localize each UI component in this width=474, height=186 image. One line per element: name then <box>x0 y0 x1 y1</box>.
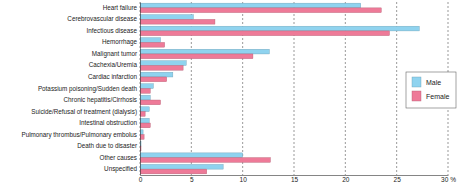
y-tick: Death due to disaster <box>77 142 140 149</box>
series-bars <box>140 8 389 174</box>
y-tick-label: Cachexia/Uremia <box>89 61 138 68</box>
x-tick: 0 <box>139 175 143 183</box>
y-tick: Unspecified <box>104 165 140 173</box>
bar <box>140 89 150 94</box>
x-tick: 15 <box>291 175 299 183</box>
grid <box>140 2 448 175</box>
y-tick: Cardiac infarction <box>88 73 140 80</box>
x-tick-label: 10 <box>240 176 248 183</box>
x-tick: 25 <box>394 175 402 183</box>
y-tick-label: Other causes <box>100 154 137 161</box>
bar <box>140 31 389 36</box>
plot: 0 5 10 15 20 25 30 % Heart failure Cerebrovascul… <box>22 2 457 183</box>
bar <box>140 72 173 77</box>
bar <box>140 8 381 13</box>
x-tick: 30 % <box>441 175 456 183</box>
bars <box>140 3 419 174</box>
legend-swatch <box>412 77 421 87</box>
legend-label: Male <box>426 79 441 86</box>
series-bars <box>140 3 419 169</box>
legend-swatch <box>412 91 421 101</box>
legend-label: Female <box>426 93 449 100</box>
bar <box>140 3 361 8</box>
y-tick: Pulmonary thrombus/Pulmonary embolus <box>22 131 141 139</box>
y-tick-label: Intestinal obstruction <box>79 119 137 126</box>
bar <box>140 19 215 24</box>
y-tick-label: Cerebrovascular disease <box>67 15 137 22</box>
y-tick-label: Chronic hepatitis/Cirrhosis <box>64 96 138 104</box>
bar <box>140 100 161 105</box>
y-tick: Hemorrhage <box>102 38 140 46</box>
y-tick: Heart failure <box>103 4 140 11</box>
legend-frame <box>406 72 456 108</box>
x-tick-label: 15 <box>291 176 299 183</box>
y-tick: Intestinal obstruction <box>79 119 140 126</box>
x-tick-label: 25 <box>394 176 402 183</box>
bar <box>140 118 149 123</box>
y-tick: Cachexia/Uremia <box>89 61 140 68</box>
bar <box>140 49 269 54</box>
x-tick-label: 0 <box>139 176 143 183</box>
y-tick-label: Pulmonary thrombus/Pulmonary embolus <box>22 131 138 139</box>
y-tick-label: Malignant tumor <box>92 50 137 58</box>
bar <box>140 61 186 66</box>
y-tick-label: Heart failure <box>103 4 138 11</box>
y-tick-label: Infectious disease <box>87 27 138 34</box>
y-tick: Cerebrovascular disease <box>67 15 140 22</box>
bar <box>140 15 193 20</box>
chart: 0 5 10 15 20 25 30 % Heart failure Cerebrovascul… <box>0 0 474 186</box>
bar <box>140 77 167 82</box>
legend-item: Male <box>412 77 441 87</box>
x-axis: 0 5 10 15 20 25 30 % <box>139 175 456 183</box>
bar <box>140 158 270 163</box>
y-tick: Other causes <box>100 154 140 161</box>
bar <box>140 65 183 70</box>
y-tick-label: Unspecified <box>104 165 137 173</box>
bar <box>140 84 153 89</box>
bar <box>140 95 150 100</box>
y-tick: Suicide/Refusal of treatment (dialysis) <box>31 108 140 116</box>
y-axis: Heart failure Cerebrovascular disease Infe… <box>22 3 141 176</box>
y-tick: Chronic hepatitis/Cirrhosis <box>64 96 141 104</box>
bar <box>140 123 150 128</box>
bar <box>140 38 161 43</box>
bar <box>140 169 207 174</box>
bar <box>140 42 165 47</box>
bar <box>140 26 419 31</box>
x-tick-label: 30 % <box>441 176 456 183</box>
y-tick: Potassium poisoning/Sudden death <box>38 85 140 93</box>
y-tick-label: Hemorrhage <box>102 38 137 46</box>
bar <box>140 107 149 112</box>
y-tick: Malignant tumor <box>92 50 140 58</box>
legend-item: Female <box>412 91 449 101</box>
y-tick-label: Cardiac infarction <box>88 73 137 80</box>
y-tick-label: Death due to disaster <box>77 142 137 149</box>
x-tick-label: 5 <box>190 176 194 183</box>
x-tick: 10 <box>240 175 248 183</box>
bar <box>140 54 253 59</box>
legend: Male Female <box>406 72 456 108</box>
x-tick-label: 20 <box>342 176 350 183</box>
y-tick-label: Suicide/Refusal of treatment (dialysis) <box>31 108 137 116</box>
y-tick-label: Potassium poisoning/Sudden death <box>38 85 138 93</box>
bar <box>140 153 243 158</box>
x-tick: 20 <box>342 175 350 183</box>
x-tick: 5 <box>190 175 194 183</box>
y-axis-line <box>140 3 141 176</box>
bar <box>140 164 223 169</box>
y-tick: Infectious disease <box>87 27 140 34</box>
